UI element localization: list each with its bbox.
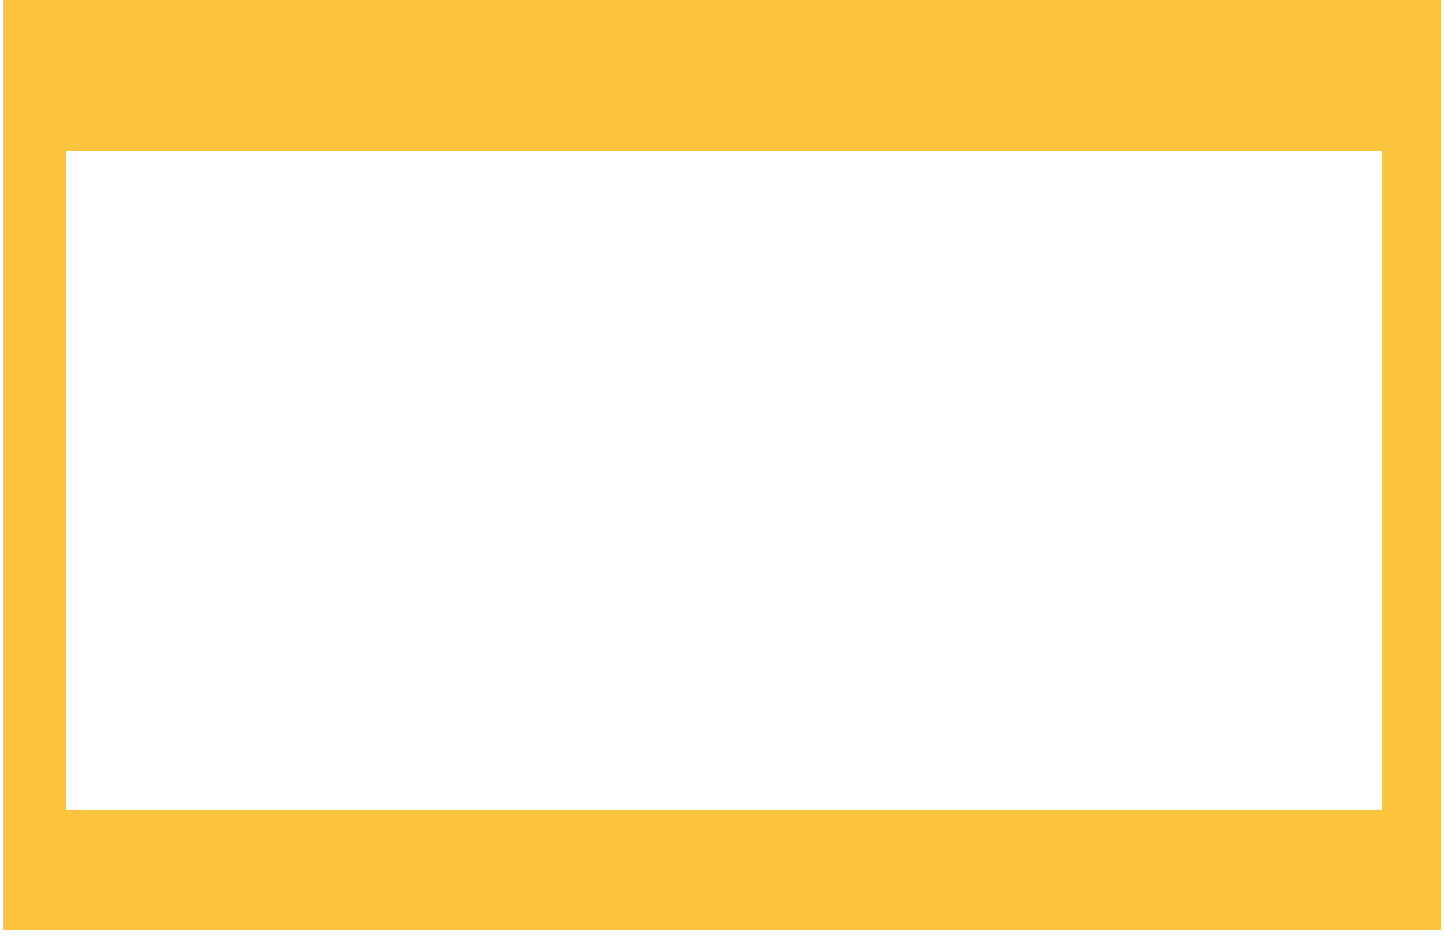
word-cloud-svg [66, 151, 1382, 810]
word-cloud [66, 151, 1382, 810]
